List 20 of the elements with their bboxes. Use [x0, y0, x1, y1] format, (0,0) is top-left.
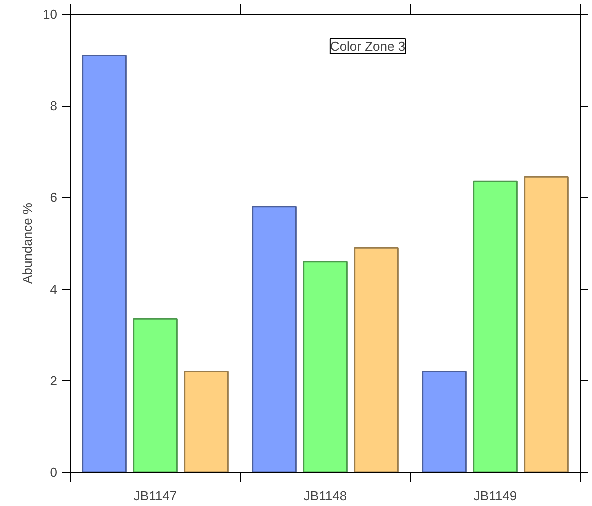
bar — [303, 261, 348, 472]
y-tick-label: 8 — [50, 98, 58, 114]
bar — [422, 370, 467, 472]
x-tick-label: JB1149 — [474, 488, 518, 504]
y-tick-label: 0 — [50, 465, 58, 480]
annotation: Color Zone 3 — [330, 39, 406, 54]
y-tick-label: 2 — [50, 373, 58, 388]
y-tick-label: 10 — [43, 7, 58, 22]
bar — [133, 318, 178, 472]
y-axis-title: Abundance % — [20, 202, 36, 284]
x-tick-label: JB1148 — [304, 488, 348, 504]
bar — [184, 370, 229, 472]
bar — [82, 54, 127, 472]
x-tick-label: JB1147 — [134, 488, 178, 504]
y-tick-label: 4 — [50, 282, 58, 297]
bar — [252, 206, 297, 472]
bar — [354, 247, 399, 472]
y-tick-label: 6 — [50, 190, 58, 206]
bar — [473, 180, 518, 472]
bar — [524, 176, 569, 472]
